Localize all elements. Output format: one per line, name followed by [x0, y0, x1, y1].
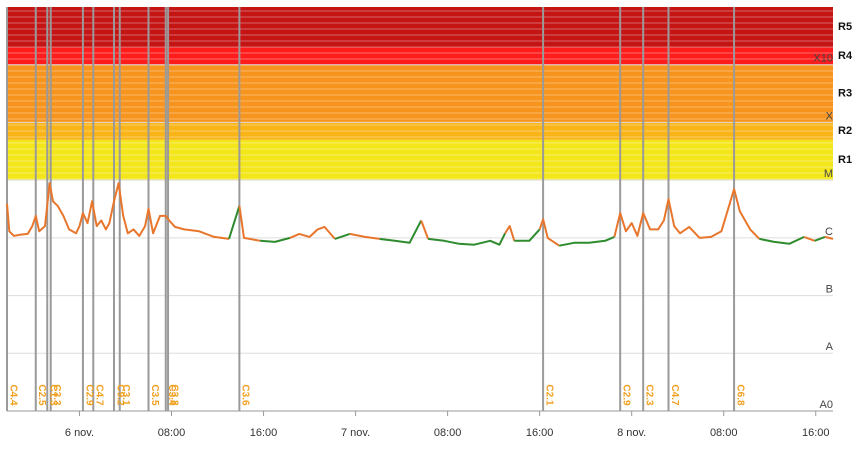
- band: [7, 7, 833, 48]
- flux-line: [514, 228, 541, 242]
- event-label: C3.6: [240, 384, 251, 406]
- band-label: R2: [838, 125, 852, 137]
- band: [7, 64, 833, 123]
- event-label: C2.9: [83, 384, 94, 406]
- x-tick-label: 16:00: [250, 427, 278, 439]
- y-tick-label: X: [826, 110, 834, 122]
- event-label: C2.9: [621, 384, 632, 406]
- event-label: C4.7: [94, 384, 105, 406]
- event-label: C3.1: [120, 384, 131, 406]
- flux-line: [379, 220, 423, 244]
- flux-line: [759, 235, 805, 245]
- band-label: R4: [838, 50, 853, 62]
- y-tick-label: X10: [813, 53, 833, 65]
- x-tick-label: 6 nov.: [65, 427, 94, 439]
- x-tick-label: 7 nov.: [341, 427, 370, 439]
- event-label: C4.7: [669, 384, 680, 406]
- flux-line: [228, 205, 241, 240]
- flux-line: [238, 205, 261, 242]
- x-tick-label: 16:00: [526, 427, 554, 439]
- flux-line: [538, 218, 560, 247]
- band-label: R1: [838, 154, 852, 166]
- flux-line: [559, 235, 615, 247]
- flux-line: [334, 232, 351, 240]
- flux-line: [824, 235, 834, 240]
- flux-line: [613, 188, 761, 240]
- x-tick-label: 8 nov.: [617, 427, 646, 439]
- band-label: R3: [838, 87, 852, 99]
- event-label: C4.4: [7, 384, 18, 406]
- event-label: C3.4: [166, 384, 177, 406]
- flux-line: [420, 220, 430, 240]
- y-tick-label: A: [826, 341, 834, 353]
- y-tick-label: B: [826, 283, 833, 295]
- flux-line: [289, 225, 336, 240]
- band: [7, 122, 833, 140]
- flux-line: [260, 236, 291, 243]
- event-label: C2.3: [644, 384, 655, 406]
- y-tick-label: M: [824, 168, 833, 180]
- event-label: C2.1: [543, 384, 554, 406]
- flux-line: [349, 232, 380, 240]
- flux-line: [814, 235, 826, 242]
- event-label: C3.8: [168, 384, 179, 406]
- band: [7, 47, 833, 65]
- event-label: C1.3: [48, 384, 59, 406]
- band-label: R5: [838, 21, 852, 33]
- flux-line: [6, 182, 230, 240]
- event-label: C6.8: [734, 384, 745, 406]
- event-label: C3.3: [51, 384, 62, 406]
- x-tick-label: 16:00: [802, 427, 830, 439]
- flux-line: [427, 232, 506, 246]
- flux-line: [803, 235, 815, 242]
- event-label: C3.5: [149, 384, 160, 406]
- flux-line: [504, 225, 516, 242]
- event-label: C9.2: [114, 384, 125, 406]
- y-tick-label: C: [825, 226, 833, 238]
- x-tick-label: 08:00: [158, 427, 186, 439]
- x-tick-label: 08:00: [434, 427, 462, 439]
- x-tick-label: 08:00: [710, 427, 738, 439]
- band: [7, 139, 833, 181]
- event-label: C2.5: [36, 384, 47, 406]
- y-tick-label: A0: [820, 399, 833, 411]
